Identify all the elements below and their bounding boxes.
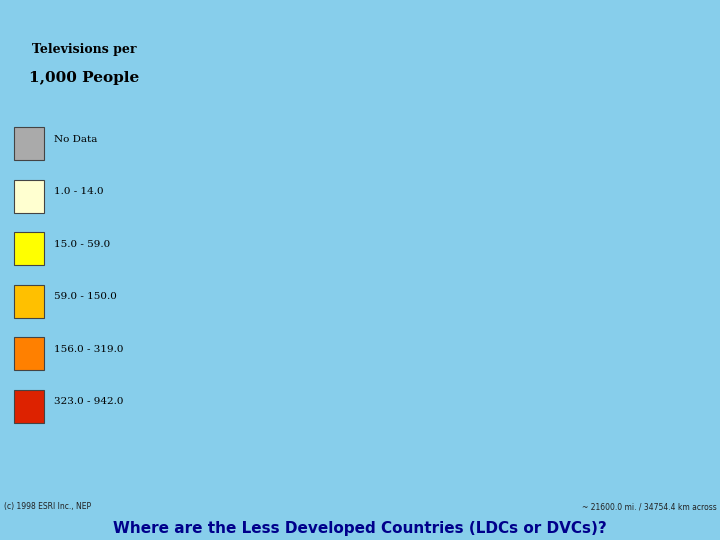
Text: (c) 1998 ESRI Inc., NEP: (c) 1998 ESRI Inc., NEP [4,502,91,511]
Bar [14,338,44,370]
Text: 1.0 - 14.0: 1.0 - 14.0 [54,187,104,196]
Bar [14,127,44,160]
Text: 1,000 People: 1,000 People [30,71,140,85]
Text: 156.0 - 319.0: 156.0 - 319.0 [54,345,124,354]
Text: Televisions per: Televisions per [32,43,137,56]
Text: 15.0 - 59.0: 15.0 - 59.0 [54,240,110,248]
Text: ~ 21600.0 mi. / 34754.4 km across: ~ 21600.0 mi. / 34754.4 km across [582,502,716,511]
Bar [14,180,44,213]
Text: No Data: No Data [54,134,97,144]
Text: Where are the Less Developed Countries (LDCs or DVCs)?: Where are the Less Developed Countries (… [113,521,607,536]
Bar [14,285,44,318]
Bar [14,232,44,265]
Text: 323.0 - 942.0: 323.0 - 942.0 [54,397,124,406]
Bar [14,390,44,423]
Text: 59.0 - 150.0: 59.0 - 150.0 [54,292,117,301]
